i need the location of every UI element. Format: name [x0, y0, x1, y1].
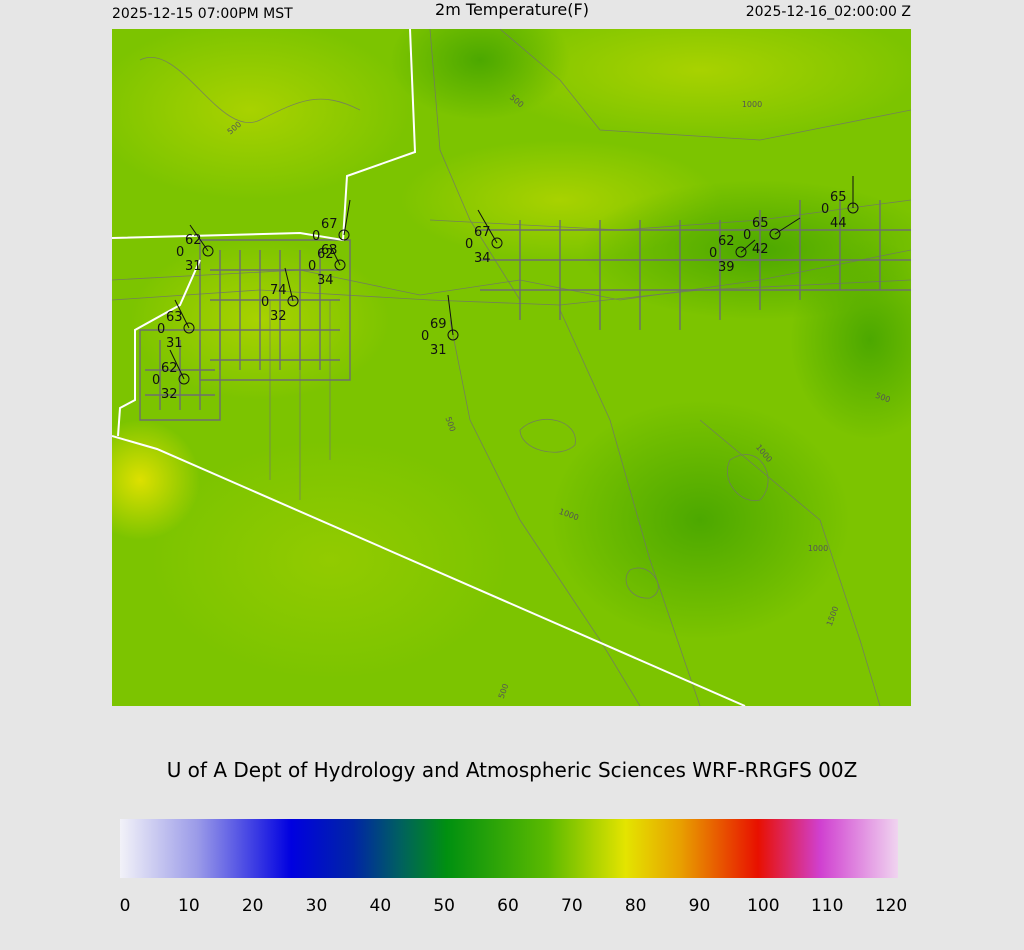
shading — [112, 29, 410, 200]
pressure: 0 — [465, 237, 473, 252]
map — [112, 29, 911, 706]
colorbar-tick-label: 20 — [242, 896, 264, 916]
temperature: 67 — [474, 225, 491, 240]
temperature: 62 — [185, 233, 202, 248]
colorbar-tick-label: 50 — [433, 896, 455, 916]
colorbar-tick-label: 60 — [497, 896, 519, 916]
temperature: 62 — [718, 234, 735, 249]
dewpoint: 42 — [752, 242, 769, 257]
valid-time-utc: 2025-12-16_02:00:00 Z — [746, 4, 911, 20]
wind-barb — [284, 267, 294, 302]
valid-time-local: 2025-12-15 07:00PM MST — [112, 6, 293, 22]
station-circle — [334, 259, 346, 271]
colorbar-tick-label: 120 — [875, 896, 907, 916]
wind-barb — [447, 294, 454, 336]
pressure: 0 — [743, 228, 751, 243]
shading — [150, 440, 510, 680]
station-circle — [491, 237, 503, 249]
colorbar-tick-label: 0 — [120, 896, 131, 916]
station-circle — [287, 295, 299, 307]
station-circle — [847, 202, 859, 214]
colorbar-tick-label: 70 — [561, 896, 583, 916]
temperature: 69 — [430, 317, 447, 332]
colorbar — [120, 819, 898, 878]
station-circle — [338, 229, 350, 241]
temperature: 65 — [830, 190, 847, 205]
colorbar-ticks: 0 10 20 30 40 50 60 70 80 90 100 110 120 — [120, 878, 907, 916]
shading — [790, 240, 911, 440]
dewpoint: 31 — [185, 259, 202, 274]
station-circle — [202, 245, 214, 257]
dewpoint: 32 — [161, 387, 178, 402]
boundaries — [112, 29, 746, 706]
temperature: 67 — [321, 217, 338, 232]
temperature: 63 — [166, 310, 183, 325]
contour-label: 1000 — [808, 544, 828, 553]
pressure: 0 — [312, 229, 320, 244]
temperature: 74 — [270, 283, 287, 298]
colorbar-tick-label: 10 — [178, 896, 200, 916]
dewpoint: 39 — [718, 260, 735, 275]
dewpoint: 63 — [321, 243, 338, 258]
pressure: 0 — [821, 202, 829, 217]
dewpoint: 31 — [430, 343, 447, 358]
pressure: 0 — [261, 295, 269, 310]
temperature: 65 — [752, 216, 769, 231]
shading — [390, 29, 570, 120]
shading — [480, 29, 911, 140]
dewpoint: 34 — [317, 273, 334, 288]
colorbar-tick-label: 90 — [689, 896, 711, 916]
wind-barb — [329, 244, 341, 266]
dewpoint: 44 — [830, 216, 847, 231]
dewpoint: 32 — [270, 309, 287, 324]
wind-barb — [740, 239, 756, 253]
credit: U of A Dept of Hydrology and Atmospheric… — [167, 758, 858, 782]
dewpoint: 31 — [166, 336, 183, 351]
colorbar-tick-label: 30 — [306, 896, 328, 916]
pressure: 0 — [308, 259, 316, 274]
colorbar-tick-label: 80 — [625, 896, 647, 916]
dewpoint: 34 — [474, 251, 491, 266]
pressure: 0 — [709, 246, 717, 261]
urban-grid — [139, 200, 911, 421]
temperature: 62 — [161, 361, 178, 376]
colorbar-tick-label: 110 — [811, 896, 843, 916]
map-title: 2m Temperature(F) — [435, 0, 589, 19]
stations: 6203167063620347403263031620326703469031… — [152, 176, 859, 402]
contour-label: 1000 — [742, 100, 762, 109]
station-circle — [178, 373, 190, 385]
wind-barb — [343, 199, 351, 236]
temperature: 62 — [317, 247, 334, 262]
wind-barb — [477, 209, 498, 244]
colorbar-tick-label: 100 — [747, 896, 779, 916]
station-circle — [769, 228, 781, 240]
station-circle — [183, 322, 195, 334]
pressure: 0 — [421, 329, 429, 344]
station-circle — [447, 329, 459, 341]
pressure: 0 — [157, 322, 165, 337]
colorbar-tick-label: 40 — [370, 896, 392, 916]
pressure: 0 — [176, 245, 184, 260]
shading — [550, 400, 850, 640]
pressure: 0 — [152, 373, 160, 388]
station-circle — [735, 246, 747, 258]
